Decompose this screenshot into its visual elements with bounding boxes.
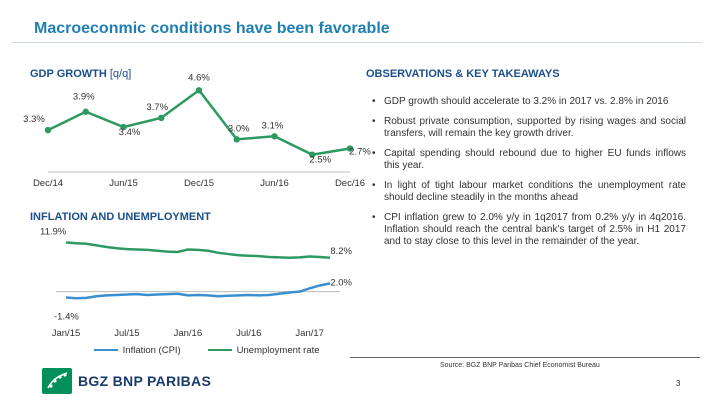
gdp-point [158, 114, 165, 122]
gdp-tick-label: Dec/15 [184, 178, 214, 189]
cpi-end-label: 2.0% [330, 277, 352, 288]
inflation-heading: INFLATION AND UNEMPLOYMENT [30, 211, 211, 223]
observation-item: CPI inflation grew to 2.0% y/y in 1q2017… [370, 212, 686, 248]
gdp-data-label: 3.0% [228, 123, 250, 134]
gdp-subheading: [q/q] [109, 68, 132, 80]
observations-list: GDP growth should accelerate to 3.2% in … [370, 96, 686, 248]
bnp-stars-logo-icon [42, 368, 72, 394]
footer-divider [350, 357, 700, 358]
inflation-tick-label: Jan/17 [295, 328, 324, 339]
legend-unemployment-swatch [208, 349, 232, 352]
gdp-heading-text: GDP GROWTH [30, 68, 107, 80]
gdp-data-label: 3.4% [119, 127, 141, 138]
gdp-tick-label: Dec/14 [33, 178, 63, 189]
observations-heading: OBSERVATIONS & KEY TAKEAWAYS [366, 68, 560, 80]
unemployment-line [65, 241, 331, 260]
gdp-growth-chart: 3.3% 3.9% 3.4% 3.7% 4.6% 3.0% 3.1% 2.5% 2.7% Dec/… [23, 72, 371, 189]
gdp-data-label: 2.7% [349, 147, 371, 158]
source-note: Source: BGZ BNP Paribas Chief Economist … [440, 362, 600, 369]
gdp-point [309, 151, 316, 158]
gdp-data-label: 3.3% [23, 114, 45, 125]
legend-unemployment: Unemployment rate [208, 345, 320, 356]
gdp-point [271, 133, 278, 140]
observation-item: Capital spending should rebound due to h… [370, 148, 686, 172]
unemployment-end-label: 8.2% [330, 246, 352, 257]
gdp-point [195, 87, 203, 94]
page-title: Macroeconmic conditions have been favora… [34, 20, 390, 37]
legend-cpi-swatch [94, 349, 118, 352]
gdp-heading: GDP GROWTH [q/q] [30, 68, 131, 80]
unemployment-start-label: 11.9% [40, 226, 67, 237]
inflation-tick-label: Jul/15 [114, 328, 139, 339]
observation-item: Robust private consumption, supported by… [370, 116, 686, 140]
cpi-line [65, 282, 331, 300]
gdp-tick-label: Dec/16 [335, 178, 365, 189]
legend-unemployment-label: Unemployment rate [236, 345, 320, 356]
cpi-start-label: -1.4% [54, 311, 79, 322]
inflation-tick-label: Jul/16 [236, 328, 261, 339]
legend-cpi: Inflation (CPI) [94, 345, 181, 356]
observation-item: GDP growth should accelerate to 3.2% in … [370, 96, 686, 108]
inflation-tick-label: Jan/15 [52, 328, 81, 339]
gdp-data-label: 3.7% [146, 102, 168, 113]
observation-item: In light of tight labour market conditio… [370, 180, 686, 204]
gdp-tick-label: Jun/15 [109, 178, 138, 189]
gdp-point [120, 123, 127, 131]
title-divider [12, 42, 702, 43]
gdp-data-label: 2.5% [309, 155, 331, 166]
gdp-data-label: 3.9% [73, 92, 95, 103]
gdp-point [346, 145, 354, 152]
inflation-tick-label: Jan/16 [174, 328, 203, 339]
gdp-tick-label: Jun/16 [260, 178, 289, 189]
gdp-point [44, 126, 52, 134]
observations-panel: GDP growth should accelerate to 3.2% in … [370, 96, 686, 256]
gdp-data-label: 3.1% [262, 120, 284, 131]
legend-cpi-label: Inflation (CPI) [122, 345, 181, 356]
page-number: 3 [676, 379, 681, 388]
gdp-point [233, 136, 240, 143]
gdp-data-label: 4.6% [188, 72, 210, 83]
inflation-unemployment-chart: 11.9% 8.2% -1.4% 2.0% Jan/15 Jul/15 Jan/16 Jul/… [40, 226, 353, 339]
bank-logo-text: BGZ BNP PARIBAS [78, 373, 212, 389]
gdp-point [82, 108, 89, 115]
